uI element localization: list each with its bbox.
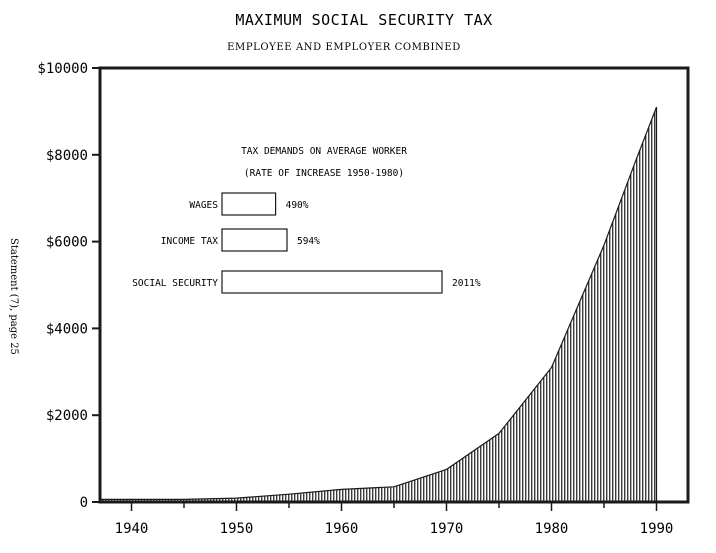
y-tick-label: 0 [80,495,88,511]
inset-category-label: WAGES [189,200,218,211]
y-tick-label: $8000 [46,148,88,164]
x-tick-label: 1990 [640,521,674,537]
x-tick-label: 1970 [430,521,464,537]
chart-subtitle: EMPLOYEE AND EMPLOYER COMBINED [227,42,461,53]
inset-chart: TAX DEMANDS ON AVERAGE WORKER (RATE OF I… [132,146,481,294]
side-note: Statement (7), page 25 [8,238,19,355]
inset-bar [221,270,443,294]
inset-value-label: 2011% [452,278,481,289]
tax-area [99,106,658,503]
y-axis: 0 $2000 $4000 $6000 $8000 $10000 [37,61,100,511]
y-tick-label: $6000 [46,235,88,251]
inset-category-label: INCOME TAX [161,236,218,247]
y-tick-label: $4000 [46,321,88,337]
inset-subtitle: (RATE OF INCREASE 1950-1980) [244,168,404,179]
inset-bar [221,192,277,216]
inset-value-label: 594% [297,236,320,247]
inset-value-label: 490% [286,200,309,211]
y-tick-label: $10000 [37,61,88,77]
chart-title: MAXIMUM SOCIAL SECURITY TAX [235,11,492,29]
inset-category-label: SOCIAL SECURITY [132,278,218,289]
inset-title: TAX DEMANDS ON AVERAGE WORKER [241,146,407,157]
x-tick-label: 1950 [220,521,254,537]
x-tick-label: 1980 [535,521,569,537]
x-axis: 1940 1950 1960 1970 1980 1990 [115,502,674,537]
x-tick-label: 1960 [325,521,359,537]
inset-bar [221,228,288,252]
x-tick-label: 1940 [115,521,149,537]
y-tick-label: $2000 [46,408,88,424]
